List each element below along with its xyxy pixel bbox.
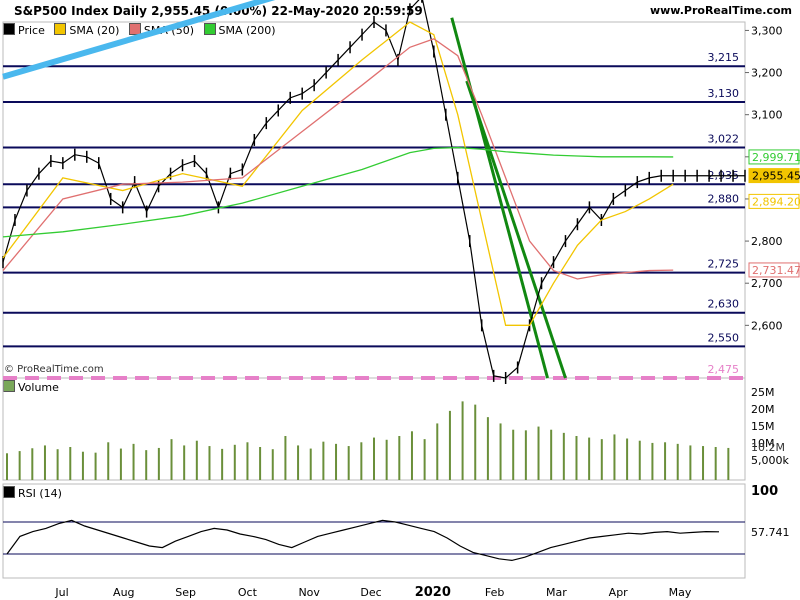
y-tick-label: 2,900 xyxy=(751,193,783,206)
y-tick-label: 2,600 xyxy=(751,319,783,332)
volume-title: Volume xyxy=(18,381,59,394)
y-tick-label: 3,000 xyxy=(751,151,783,164)
volume-swatch-icon xyxy=(3,380,15,392)
volume-tick-label: 5,000k xyxy=(751,454,789,467)
chart-header: S&P500 Index Daily 2,955.45 (0.00%) 22-M… xyxy=(0,0,800,22)
green-downtrend-1-line xyxy=(450,17,549,379)
x-axis-label: Apr xyxy=(609,586,629,599)
price-tag: 2,731.47 xyxy=(752,264,800,277)
y-tick-label: 3,100 xyxy=(751,109,783,122)
price-legend: Price SMA (20) SMA (50) SMA (200) xyxy=(3,23,282,37)
x-axis-label: Dec xyxy=(360,586,381,599)
site-link[interactable]: www.ProRealTime.com xyxy=(649,4,792,17)
legend-item: SMA (50) xyxy=(128,23,194,37)
price-tag-box xyxy=(748,168,800,184)
y-tick-label: 3,300 xyxy=(751,24,783,37)
price-tag-box xyxy=(748,193,800,209)
sma50-swatch-icon xyxy=(128,23,141,35)
legend-item: SMA (200) xyxy=(203,23,276,37)
copyright-text: © ProRealTime.com xyxy=(4,364,104,375)
price-swatch-icon xyxy=(3,23,15,35)
series-line-0 xyxy=(2,0,745,379)
volume-tick-label: 15M xyxy=(751,420,775,433)
price-tag: 2,955.45 xyxy=(752,170,800,183)
price-tag-box xyxy=(748,262,800,278)
sma200-swatch-icon xyxy=(203,23,216,35)
volume-legend: Volume xyxy=(3,380,59,394)
rsi-title: RSI (14) xyxy=(18,487,62,500)
sma20-swatch-icon xyxy=(54,23,67,35)
volume-tick-label: 25M xyxy=(751,386,775,399)
volume-last-value: 10.2M xyxy=(751,441,785,454)
level-label: 2,550 xyxy=(708,331,740,344)
x-axis-label: Aug xyxy=(113,586,134,599)
chart-title: S&P500 Index Daily 2,955.45 (0.00%) 22-M… xyxy=(14,4,423,18)
legend-item: SMA (20) xyxy=(54,23,120,37)
volume-panel-frame xyxy=(2,377,746,481)
legend-label: Price xyxy=(18,24,45,37)
series-line-1 xyxy=(2,21,674,326)
level-label: 3,022 xyxy=(708,133,740,146)
price-panel-frame xyxy=(2,21,746,379)
legend-label: SMA (200) xyxy=(218,24,276,37)
green-downtrend-2-line xyxy=(465,80,567,379)
level-label: 2,725 xyxy=(708,258,740,271)
level-label: 2,935 xyxy=(708,169,740,182)
legend-label: SMA (50) xyxy=(143,24,194,37)
legend-label: SMA (20) xyxy=(69,24,120,37)
y-tick-label: 2,700 xyxy=(751,277,783,290)
price-tag-box xyxy=(748,149,800,165)
x-axis-label: May xyxy=(669,586,692,599)
rsi-last-value: 57.741 xyxy=(751,526,790,539)
x-axis-label: Feb xyxy=(485,586,504,599)
volume-tick-label: 10M xyxy=(751,437,775,450)
level-label: 2,475 xyxy=(708,363,740,376)
x-axis-label: Nov xyxy=(298,586,320,599)
level-label: 2,630 xyxy=(708,298,740,311)
x-axis-label: Mar xyxy=(546,586,567,599)
level-label: 2,880 xyxy=(708,192,740,205)
price-tag: 2,894.20 xyxy=(752,195,800,208)
level-label: 3,130 xyxy=(708,87,740,100)
volume-tick-label: 20M xyxy=(751,403,775,416)
level-label: 3,215 xyxy=(708,51,740,64)
x-axis-label: Oct xyxy=(238,586,258,599)
rsi-legend: RSI (14) xyxy=(3,486,62,500)
rsi-panel-frame xyxy=(2,483,746,579)
rsi-line xyxy=(6,519,720,562)
series-line-2 xyxy=(2,38,674,280)
x-axis-label: 2020 xyxy=(415,585,451,600)
price-tag: 2,999.71 xyxy=(752,151,800,164)
y-tick-label: 2,800 xyxy=(751,235,783,248)
legend-item: Price xyxy=(3,23,45,37)
x-axis-label: Jul xyxy=(54,586,68,599)
rsi-swatch-icon xyxy=(3,486,15,498)
rsi-tick-label: 100 xyxy=(751,484,778,499)
series-line-3 xyxy=(2,146,674,238)
x-axis-label: Sep xyxy=(175,586,196,599)
y-tick-label: 3,200 xyxy=(751,67,783,80)
